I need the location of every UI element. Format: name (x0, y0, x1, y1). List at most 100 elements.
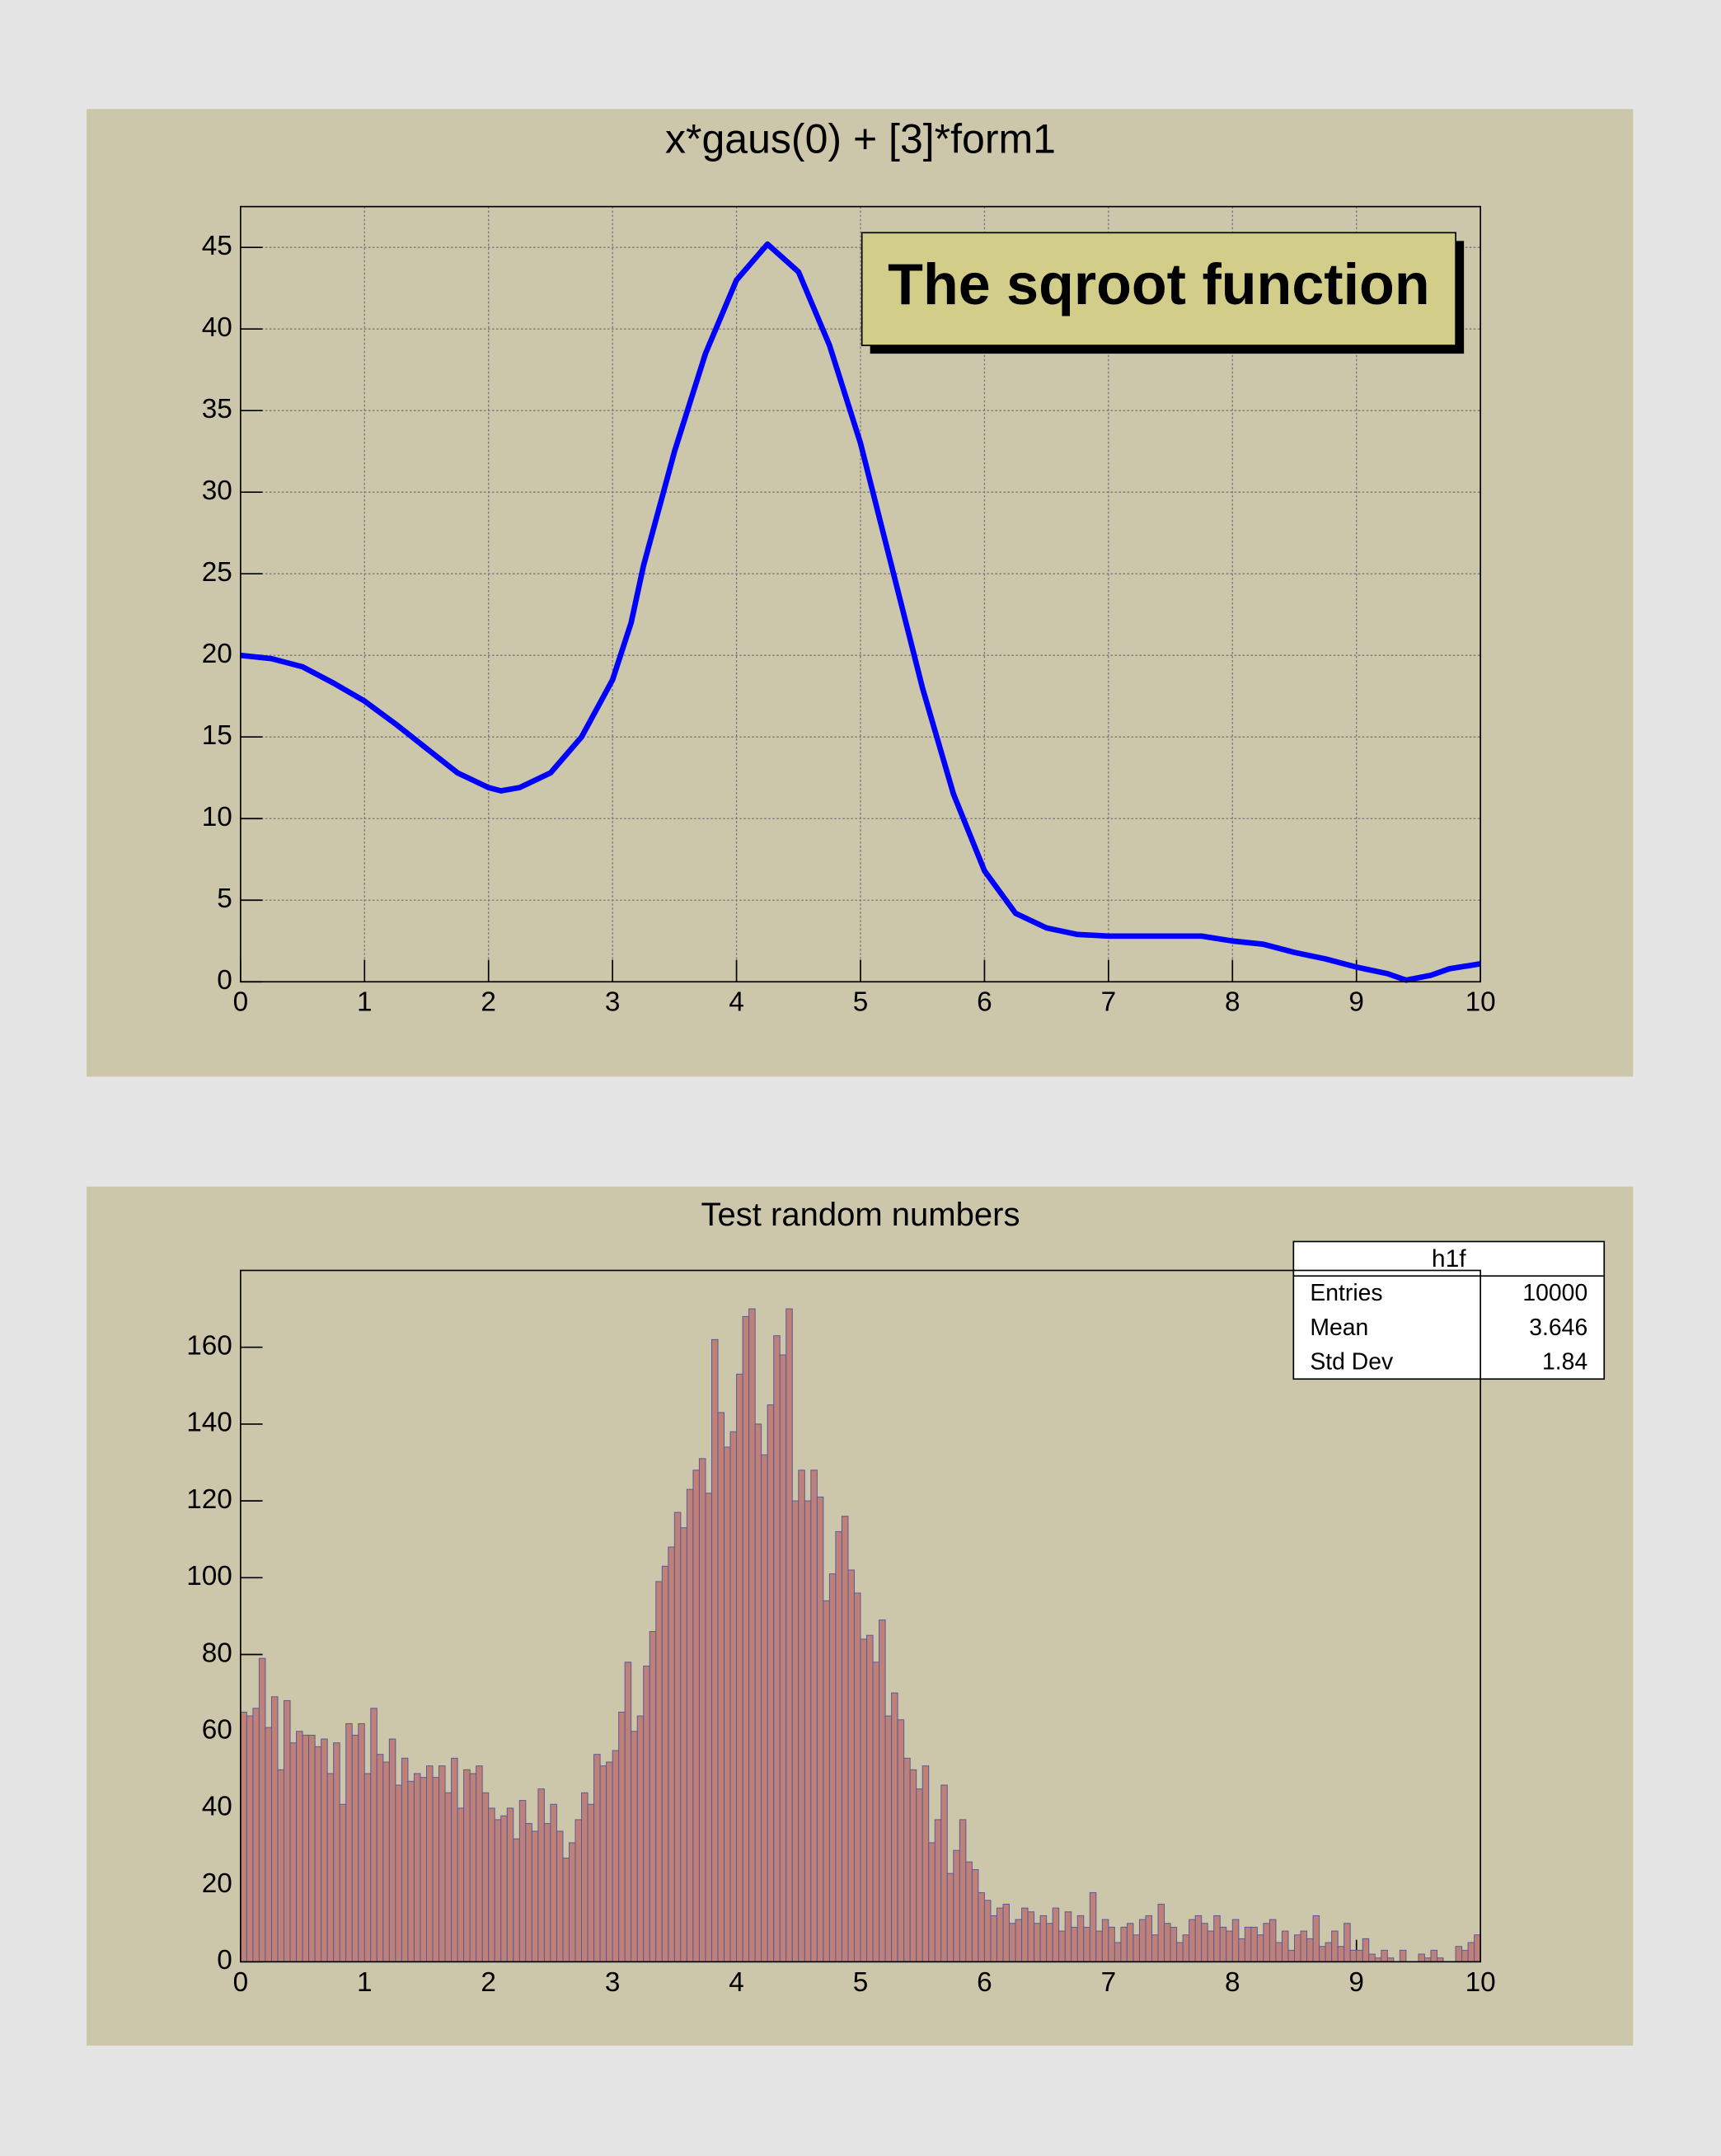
bar (1002, 1903, 1011, 1962)
bar (1064, 1911, 1072, 1962)
bar (574, 1819, 583, 1962)
stats-value: 3.646 (1529, 1315, 1587, 1341)
bar (971, 1869, 979, 1962)
bar (1219, 1926, 1227, 1962)
bar (996, 1907, 1004, 1962)
bar (420, 1777, 427, 1962)
y-tick-label: 80 (202, 1638, 232, 1668)
bar (1170, 1926, 1178, 1962)
bar (438, 1765, 446, 1962)
bar (823, 1600, 830, 1962)
bar (1331, 1930, 1339, 1962)
bar (916, 1788, 923, 1962)
bar (860, 1638, 868, 1962)
bar (463, 1769, 471, 1962)
bar (395, 1784, 402, 1962)
annotation: The sqroot function (888, 252, 1429, 316)
x-tick-label: 6 (977, 987, 992, 1018)
bar (1287, 1949, 1296, 1962)
plot-frame (240, 205, 1481, 983)
bar (296, 1731, 303, 1962)
bar (680, 1527, 687, 1962)
bar (643, 1666, 650, 1962)
bar (1114, 1942, 1122, 1962)
bar (624, 1662, 632, 1962)
bar (1101, 1919, 1109, 1962)
y-tick-label: 100 (186, 1561, 232, 1591)
x-tick-label: 1 (357, 987, 373, 1018)
bar (897, 1719, 905, 1962)
bar (729, 1431, 738, 1962)
bar (246, 1715, 254, 1962)
x-tick-label: 4 (729, 1967, 744, 1998)
bar (1337, 1946, 1345, 1962)
bar (798, 1469, 805, 1962)
x-tick-label: 9 (1348, 1967, 1364, 1998)
x-tick-label: 0 (233, 987, 249, 1018)
bar (686, 1488, 694, 1962)
bar (698, 1458, 706, 1962)
y-tick-label: 160 (186, 1331, 232, 1362)
bar (1461, 1949, 1469, 1962)
bar (618, 1711, 626, 1962)
bar (258, 1657, 266, 1962)
chart-title: x*gaus(0) + [3]*form1 (665, 115, 1056, 162)
bar (835, 1530, 842, 1962)
stats-label: Entries (1310, 1280, 1382, 1306)
y-tick-label: 0 (217, 1945, 232, 1976)
x-tick-label: 2 (481, 987, 496, 1018)
stats-value: 10000 (1522, 1280, 1587, 1306)
bar (1021, 1907, 1029, 1962)
bar (761, 1454, 768, 1962)
bar (494, 1819, 502, 1962)
bar (531, 1830, 539, 1962)
bar (1244, 1926, 1252, 1962)
bar (1474, 1934, 1481, 1962)
bar (432, 1777, 440, 1962)
bar (1108, 1926, 1115, 1962)
bar (351, 1734, 359, 1962)
x-tick-label: 3 (605, 987, 621, 1018)
bar (1095, 1930, 1103, 1962)
x-tick-label: 5 (853, 1967, 869, 1998)
bar (1362, 1938, 1370, 1962)
stats-box (1292, 1240, 1606, 1380)
bar (884, 1715, 893, 1962)
bar (593, 1754, 601, 1962)
bar (1349, 1949, 1358, 1962)
bar (1089, 1891, 1097, 1962)
bar (481, 1792, 490, 1962)
bar (1238, 1938, 1245, 1962)
x-tick-label: 8 (1225, 987, 1240, 1018)
bar (1430, 1949, 1437, 1962)
bar (1076, 1915, 1085, 1962)
bar (270, 1696, 279, 1962)
x-tick-label: 7 (1101, 1967, 1117, 1998)
x-tick-label: 5 (853, 987, 869, 1018)
bar (791, 1500, 800, 1962)
bar (308, 1734, 316, 1962)
bar (550, 1803, 557, 1962)
bar (518, 1800, 527, 1962)
bar (1120, 1926, 1128, 1962)
bar (599, 1765, 607, 1962)
bar (284, 1699, 291, 1962)
x-tick-label: 1 (357, 1967, 373, 1998)
x-tick-label: 10 (1465, 1967, 1496, 1998)
bar (779, 1354, 787, 1962)
bar (804, 1500, 812, 1962)
bar (1231, 1919, 1240, 1962)
bar (612, 1750, 620, 1962)
bar (631, 1731, 638, 1962)
bar (748, 1308, 756, 1962)
bar (1182, 1934, 1190, 1962)
bar (543, 1823, 551, 1962)
bar (370, 1708, 377, 1962)
bar (444, 1792, 453, 1962)
bar (1256, 1934, 1264, 1962)
bar (978, 1891, 985, 1962)
bar (1250, 1926, 1258, 1962)
y-tick-label: 20 (202, 1868, 232, 1899)
bar (1381, 1949, 1388, 1962)
bar (1083, 1926, 1090, 1962)
